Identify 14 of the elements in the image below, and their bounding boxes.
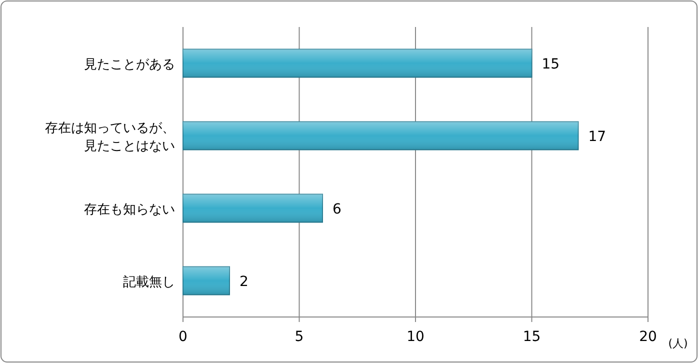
x-tick-label: 15 xyxy=(522,329,541,345)
x-axis-title: (人) xyxy=(668,337,688,350)
y-tick-label: 存在も知らない xyxy=(84,202,175,218)
y-tick-label: 見たことがある xyxy=(84,57,175,72)
data-label: 2 xyxy=(240,274,248,290)
data-label: 17 xyxy=(588,128,606,145)
data-label: 6 xyxy=(332,201,342,218)
x-tick-label: 20 xyxy=(639,329,657,345)
y-tick-label: 存在は知っているが、見たことはない xyxy=(45,120,175,154)
data-label: 15 xyxy=(542,56,560,72)
y-tick-label: 記載無し xyxy=(123,274,175,290)
x-tick-label: 10 xyxy=(406,329,424,345)
x-tick-label: 5 xyxy=(294,329,304,345)
x-tick-label: 0 xyxy=(178,329,188,345)
